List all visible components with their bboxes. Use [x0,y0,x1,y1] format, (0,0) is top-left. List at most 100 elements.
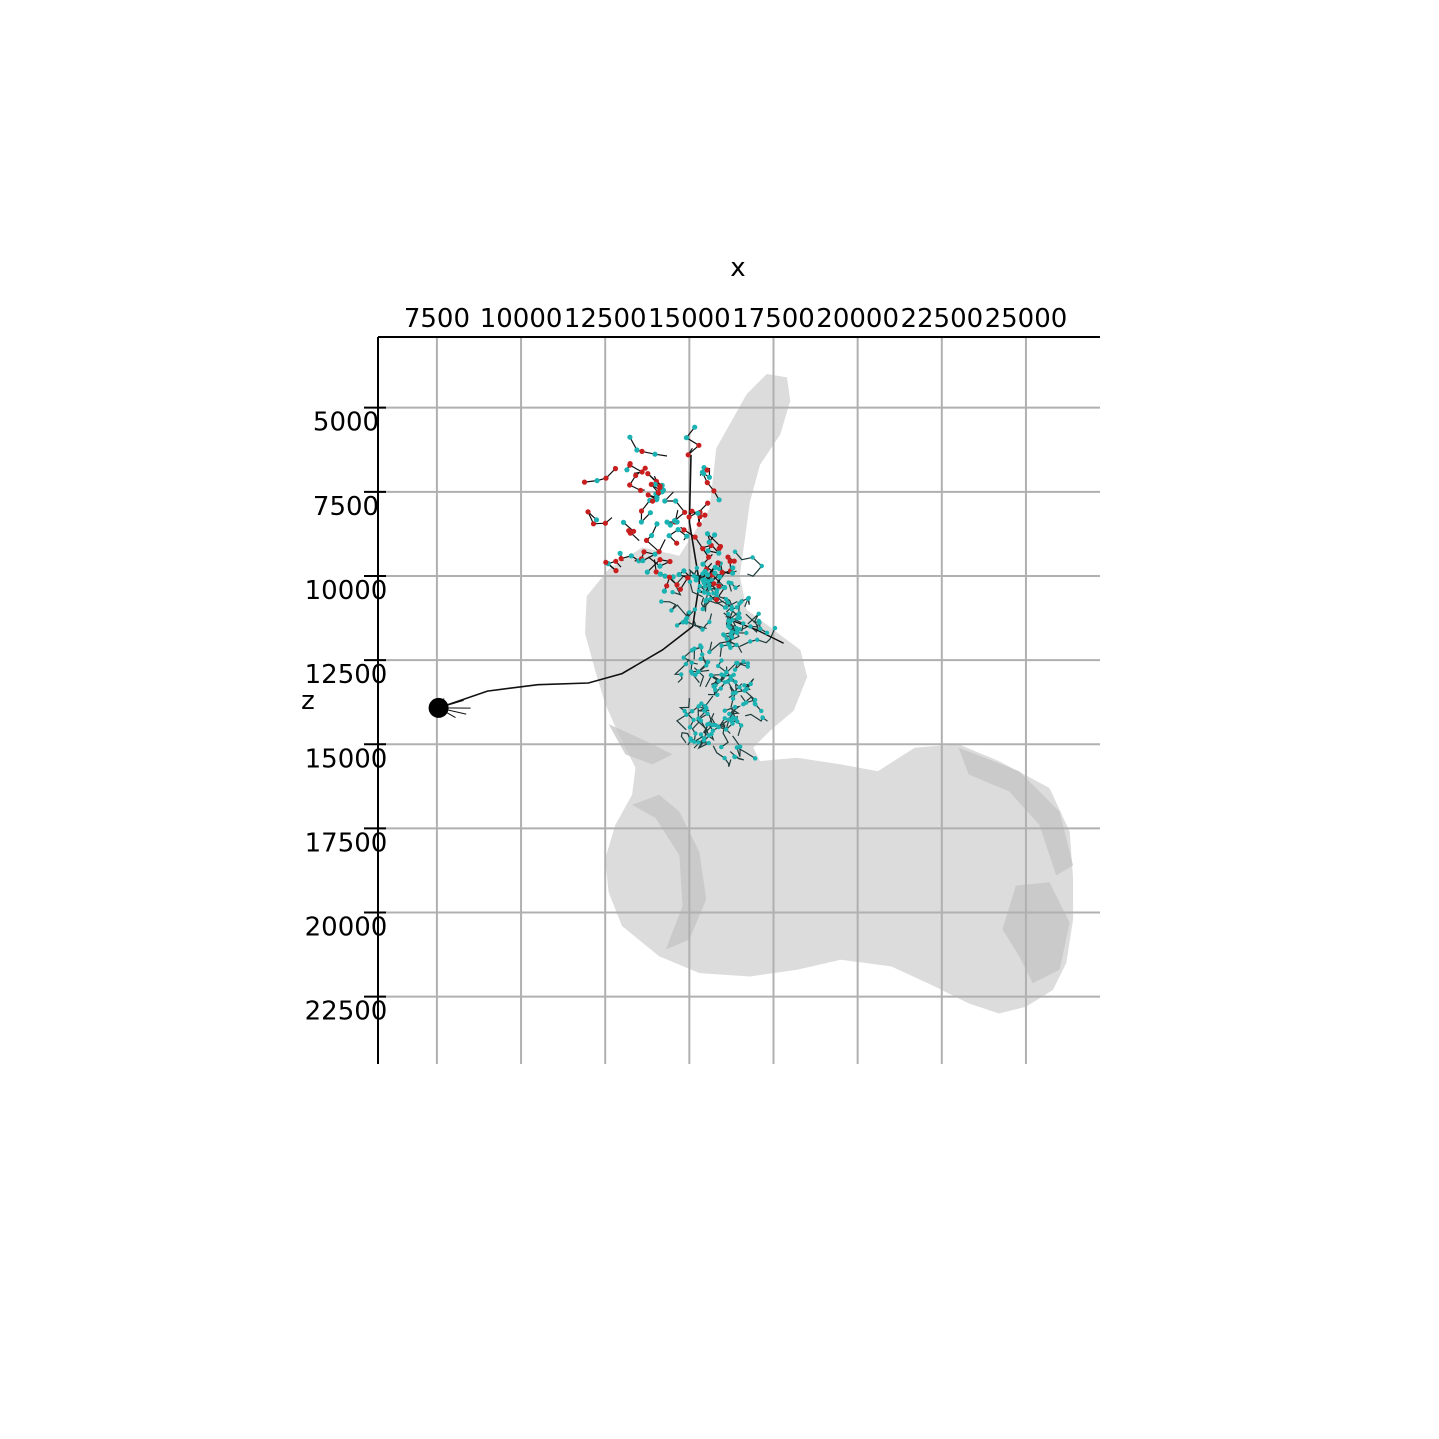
synapse-marker [704,467,710,473]
postsynapse-marker [746,595,751,601]
postsynapse-marker [687,610,692,615]
postsynapse-marker [719,658,724,663]
synapse-marker [674,582,680,588]
postsynapse-marker [692,739,697,744]
synapse-marker [656,549,662,555]
postsynapse-marker [700,652,705,657]
synapse-marker [627,482,633,488]
postsynapse-marker [690,709,695,714]
synapse-marker [716,550,722,556]
arbor-branch [629,436,668,457]
synapse-marker [717,574,723,580]
synapse-marker [633,472,639,479]
y-tick-label: 12500 [305,660,388,690]
axes: 7500 10000 12500 15000 17500 20000 22500 250005… [305,304,1100,1064]
synapse-marker [712,564,718,571]
postsynapse-marker [737,685,742,690]
x-tick-label: 22500 [900,304,983,334]
postsynapse-marker [764,630,770,635]
synapse-marker [657,557,663,563]
synapse-marker [681,527,687,533]
synapse-marker [657,563,663,569]
postsynapse-marker [732,754,738,760]
postsynapse-marker [698,732,704,737]
postsynapse-marker [709,673,714,678]
postsynapse-marker [696,588,702,593]
axon-backbone [438,454,701,709]
synapse-marker [722,584,728,591]
postsynapse-marker [735,660,740,666]
postsynapse-marker [689,648,695,653]
arbor-branch [645,523,666,553]
postsynapse-marker [737,611,742,616]
postsynapse-marker [680,620,686,625]
postsynapse-marker [753,702,758,707]
postsynapse-marker [696,669,701,674]
synapse-marker [647,510,654,516]
x-axis-title: x [730,253,745,283]
postsynapse-marker [683,661,689,667]
postsynapse-marker [759,563,764,569]
synapse-marker [711,488,717,494]
postsynapse-marker [730,691,736,696]
postsynapse-marker [694,565,700,571]
synapse-marker [685,575,691,581]
synapse-marker [634,447,640,453]
synapse-marker [692,424,698,430]
arbor-branch [661,601,688,617]
postsynapse-marker [710,722,715,728]
postsynapse-marker [700,606,705,612]
x-tick-label: 20000 [816,304,899,334]
postsynapse-marker [699,701,704,706]
postsynapse-marker [706,591,711,596]
synapse-marker [590,521,597,527]
postsynapse-marker [732,704,738,710]
postsynapse-marker [727,643,732,648]
synapse-marker [705,548,711,554]
mesh-fold-1 [958,747,1074,876]
postsynapse-marker [714,593,720,599]
postsynapse-marker [733,585,738,590]
postsynapse-marker [737,627,742,632]
synapse-marker [677,586,684,592]
synapse-marker [602,520,609,526]
postsynapse-marker [669,608,674,613]
postsynapse-marker [756,611,761,616]
x-tick-label: 17500 [732,304,815,334]
postsynapse-marker [726,618,731,623]
synapse-marker [696,442,702,448]
y-tick-label: 5000 [313,408,379,438]
synapse-marker [640,558,646,564]
postsynapse-marker [687,579,693,584]
arbor-branch [734,551,763,577]
synapse-marker [652,451,658,457]
postsynapse-marker [730,617,735,623]
synapse-marker [730,570,736,576]
synapse-marker [603,475,609,481]
synapse-marker [701,589,708,595]
postsynapse-marker [700,627,705,632]
postsynapse-marker [719,672,724,677]
postsynapse-marker [706,721,712,726]
synapse-marker [684,533,690,539]
synapse-marker [700,546,706,552]
postsynapse-marker [752,697,758,703]
arbor-branch [732,735,756,759]
x-tick-label: 10000 [480,304,563,334]
synapse-marker [638,487,644,493]
postsynapse-marker [750,555,755,560]
synapse-marker [655,490,661,496]
synapse-marker [644,569,650,575]
postsynapse-marker [707,649,712,655]
synapse-marker [706,539,712,545]
postsynapse-marker [705,659,711,665]
postsynapse-marker [734,630,739,635]
synapse-marker [657,571,664,577]
synapse-marker [716,497,722,503]
postsynapse-marker [696,740,701,745]
synapse-marker [639,469,645,475]
postsynapse-marker [759,708,764,714]
synapse-marker [725,554,731,560]
arbor-branch [663,491,686,522]
synapse-marker [704,480,710,486]
